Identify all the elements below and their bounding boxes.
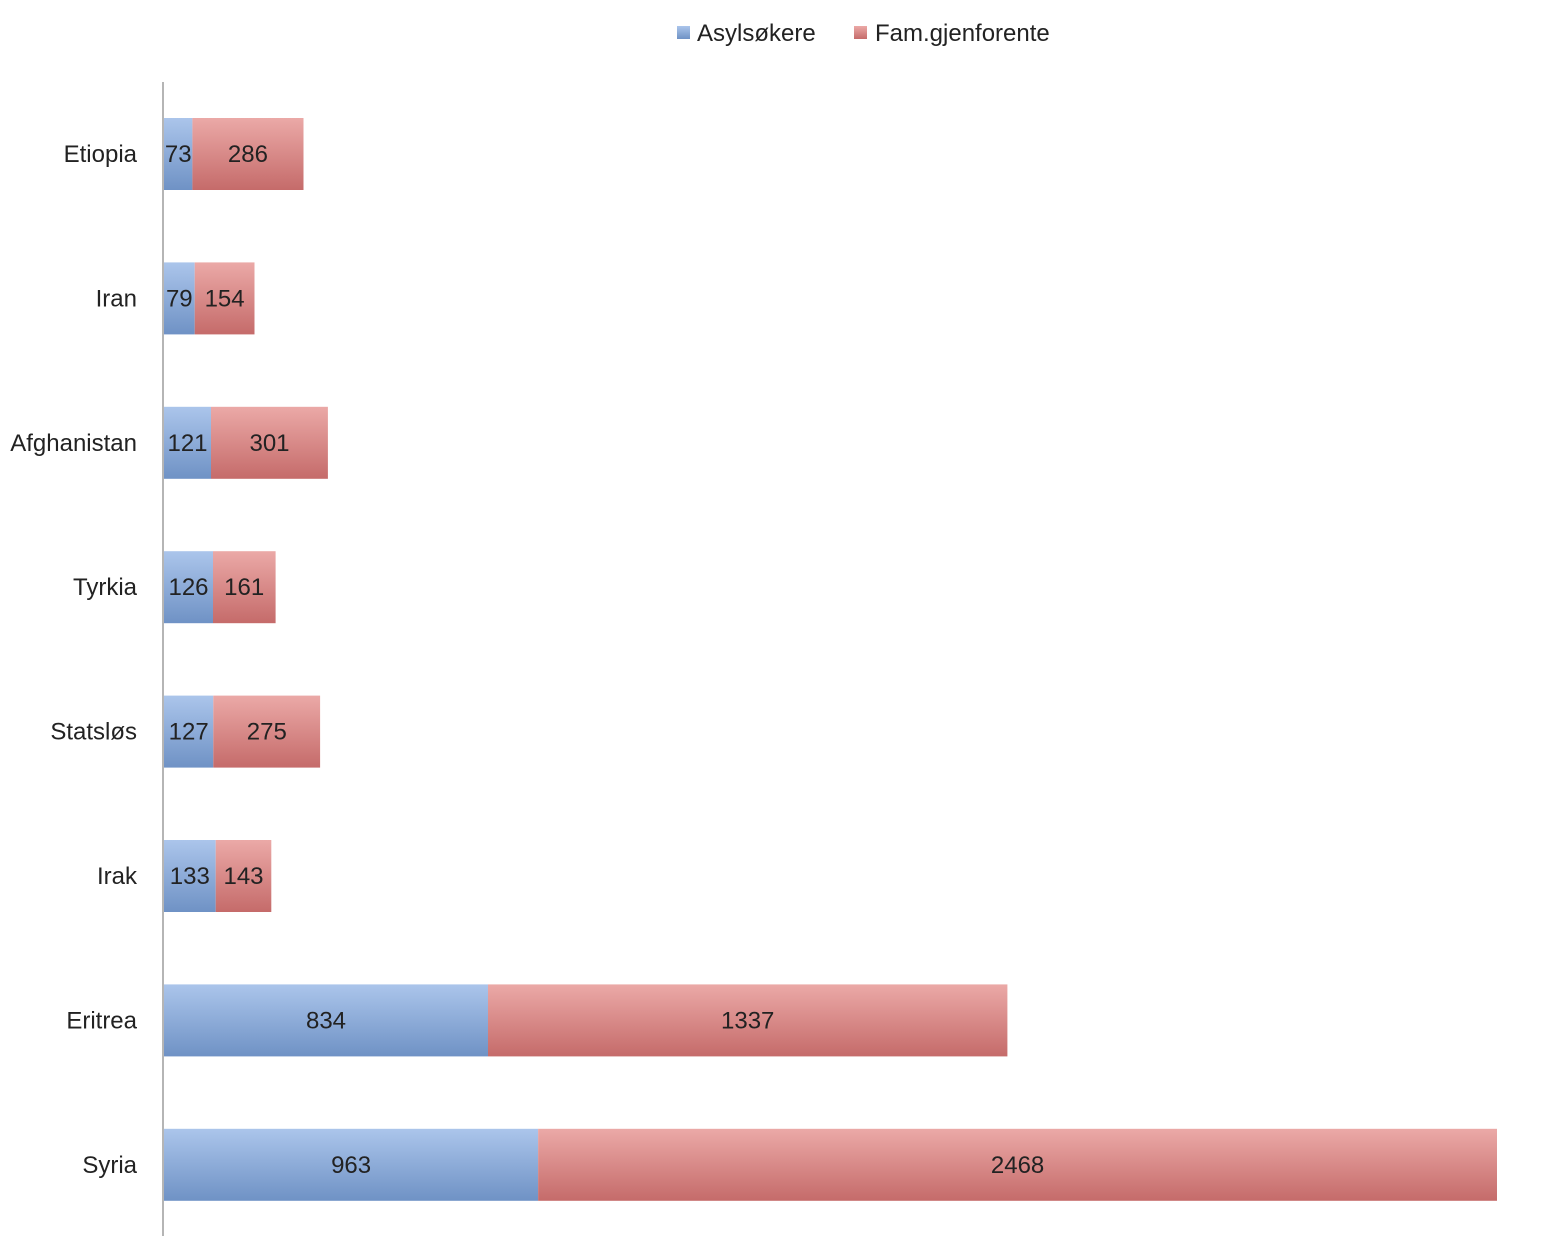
bar-segment	[213, 551, 276, 624]
data-label: 1337	[721, 1007, 774, 1034]
data-label: 143	[223, 863, 263, 890]
legend-label: Fam.gjenforente	[875, 20, 1050, 47]
bar-row-eritrea: 834 1337	[164, 984, 1008, 1057]
bar-segment	[164, 695, 214, 768]
category-label: Tyrkia	[73, 574, 138, 601]
bar-segment	[164, 984, 488, 1057]
data-label: 2468	[991, 1152, 1044, 1179]
bar-row-iran: 79 154	[164, 262, 255, 335]
bar-segment	[488, 984, 1008, 1057]
bar-row-irak: 133 143	[164, 840, 272, 912]
bar-row-statsløs: 127 275	[164, 695, 321, 768]
legend-item: Asylsøkere	[677, 20, 816, 47]
category-label: Eritrea	[66, 1007, 137, 1034]
data-label: 834	[306, 1007, 346, 1034]
bar-segment	[213, 695, 321, 768]
bar-segment	[215, 840, 272, 912]
legend-swatch	[854, 26, 867, 39]
bar-row-syria: 963 2468	[164, 1128, 1497, 1201]
bar-row-etiopia: 73 286	[164, 118, 304, 190]
bar-segment	[192, 118, 304, 190]
data-label: 121	[167, 430, 207, 457]
legend-swatch	[677, 26, 690, 39]
bar-segment	[164, 1128, 539, 1201]
data-label: 133	[170, 863, 210, 890]
bar-segment	[164, 551, 213, 624]
bar-segment	[538, 1128, 1497, 1201]
data-label: 154	[205, 285, 245, 312]
bar-segment	[194, 262, 255, 335]
legend-label: Asylsøkere	[697, 20, 816, 47]
bar-segment	[164, 262, 195, 335]
data-label: 161	[224, 574, 264, 601]
data-label: 127	[169, 719, 209, 746]
category-label: Etiopia	[64, 141, 138, 168]
data-label: 275	[247, 719, 287, 746]
data-label: 963	[331, 1152, 371, 1179]
category-label: Irak	[97, 863, 138, 890]
data-label: 286	[228, 141, 268, 168]
data-label: 73	[165, 141, 192, 168]
category-label: Afghanistan	[10, 430, 137, 457]
legend-item: Fam.gjenforente	[854, 20, 1050, 47]
legend: Asylsøkere Fam.gjenforente	[677, 20, 1050, 47]
bar-row-afghanistan: 121 301	[164, 406, 328, 479]
category-label: Statsløs	[50, 719, 137, 746]
bar-row-tyrkia: 126 161	[164, 551, 276, 624]
data-label: 301	[249, 430, 289, 457]
bar-segment	[164, 840, 216, 912]
bar-segment	[164, 118, 193, 190]
category-labels: Etiopia Iran Afghanistan Tyrkia Statsløs Irak…	[10, 141, 138, 1179]
bar-segment	[211, 406, 328, 479]
category-label: Iran	[96, 285, 137, 312]
category-label: Syria	[82, 1152, 137, 1179]
data-label: 79	[166, 285, 193, 312]
data-label: 126	[168, 574, 208, 601]
bars: 73 286 79 154 121 301 126 161 127 275 133 143 834 133…	[164, 118, 1497, 1201]
bar-segment	[164, 406, 211, 479]
